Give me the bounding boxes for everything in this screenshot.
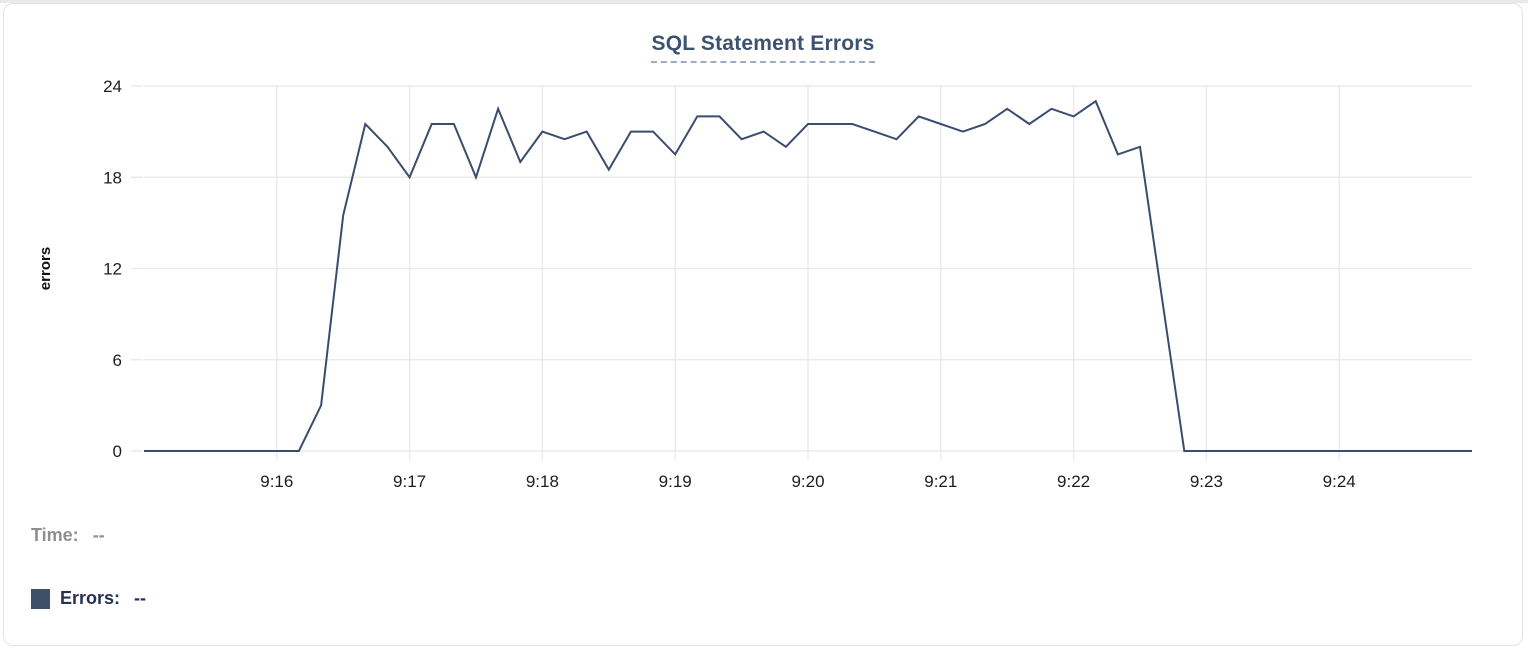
y-tick-label: 18 (103, 168, 122, 187)
legend-errors-row: Errors: -- (31, 588, 146, 609)
y-axis-title: errors (37, 247, 54, 290)
x-tick-label: 9:23 (1190, 472, 1223, 491)
x-tick-label: 9:21 (924, 472, 957, 491)
y-tick-label: 0 (113, 442, 122, 461)
y-tick-label: 12 (103, 260, 122, 279)
x-tick-label: 9:19 (659, 472, 692, 491)
chart-card: 0 6 12 18 24 9:16 9:17 9:18 9:19 9:20 9:21 9:22 9:23… (3, 3, 1523, 646)
x-tick-label: 9:18 (526, 472, 559, 491)
chart-title[interactable]: SQL Statement Errors (651, 32, 875, 63)
errors-line-chart[interactable]: 0 6 12 18 24 9:16 9:17 9:18 9:19 9:20 9:21 9:22 9:23… (4, 4, 1524, 514)
series-line-group (144, 99, 1472, 452)
y-axis-labels: 0 6 12 18 24 (103, 77, 122, 461)
y-tick-label: 6 (113, 351, 122, 370)
plot-hover-area[interactable] (144, 86, 1472, 451)
x-tick-label: 9:20 (791, 472, 824, 491)
legend-errors-label: Errors: (60, 588, 121, 608)
chart-title-wrap: SQL Statement Errors (4, 32, 1522, 63)
legend-errors-value: -- (134, 588, 147, 608)
x-tick-label: 9:22 (1057, 472, 1090, 491)
tooltip-time-row: Time: -- (31, 525, 105, 546)
errors-series-line (144, 99, 1472, 452)
tooltip-time-value: -- (92, 525, 105, 545)
x-tick-label: 9:17 (393, 472, 426, 491)
x-axis-labels: 9:16 9:17 9:18 9:19 9:20 9:21 9:22 9:23 9:24 (260, 472, 1355, 491)
tooltip-time-label: Time: (31, 525, 79, 545)
x-tick-label: 9:16 (260, 472, 293, 491)
errors-series-swatch (31, 588, 50, 609)
x-tick-label: 9:24 (1323, 472, 1356, 491)
y-tick-label: 24 (103, 77, 122, 96)
page-background-strip (0, 0, 1528, 3)
